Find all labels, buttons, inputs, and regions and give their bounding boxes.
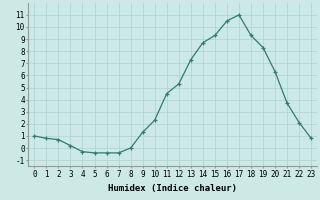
X-axis label: Humidex (Indice chaleur): Humidex (Indice chaleur) [108,184,237,193]
